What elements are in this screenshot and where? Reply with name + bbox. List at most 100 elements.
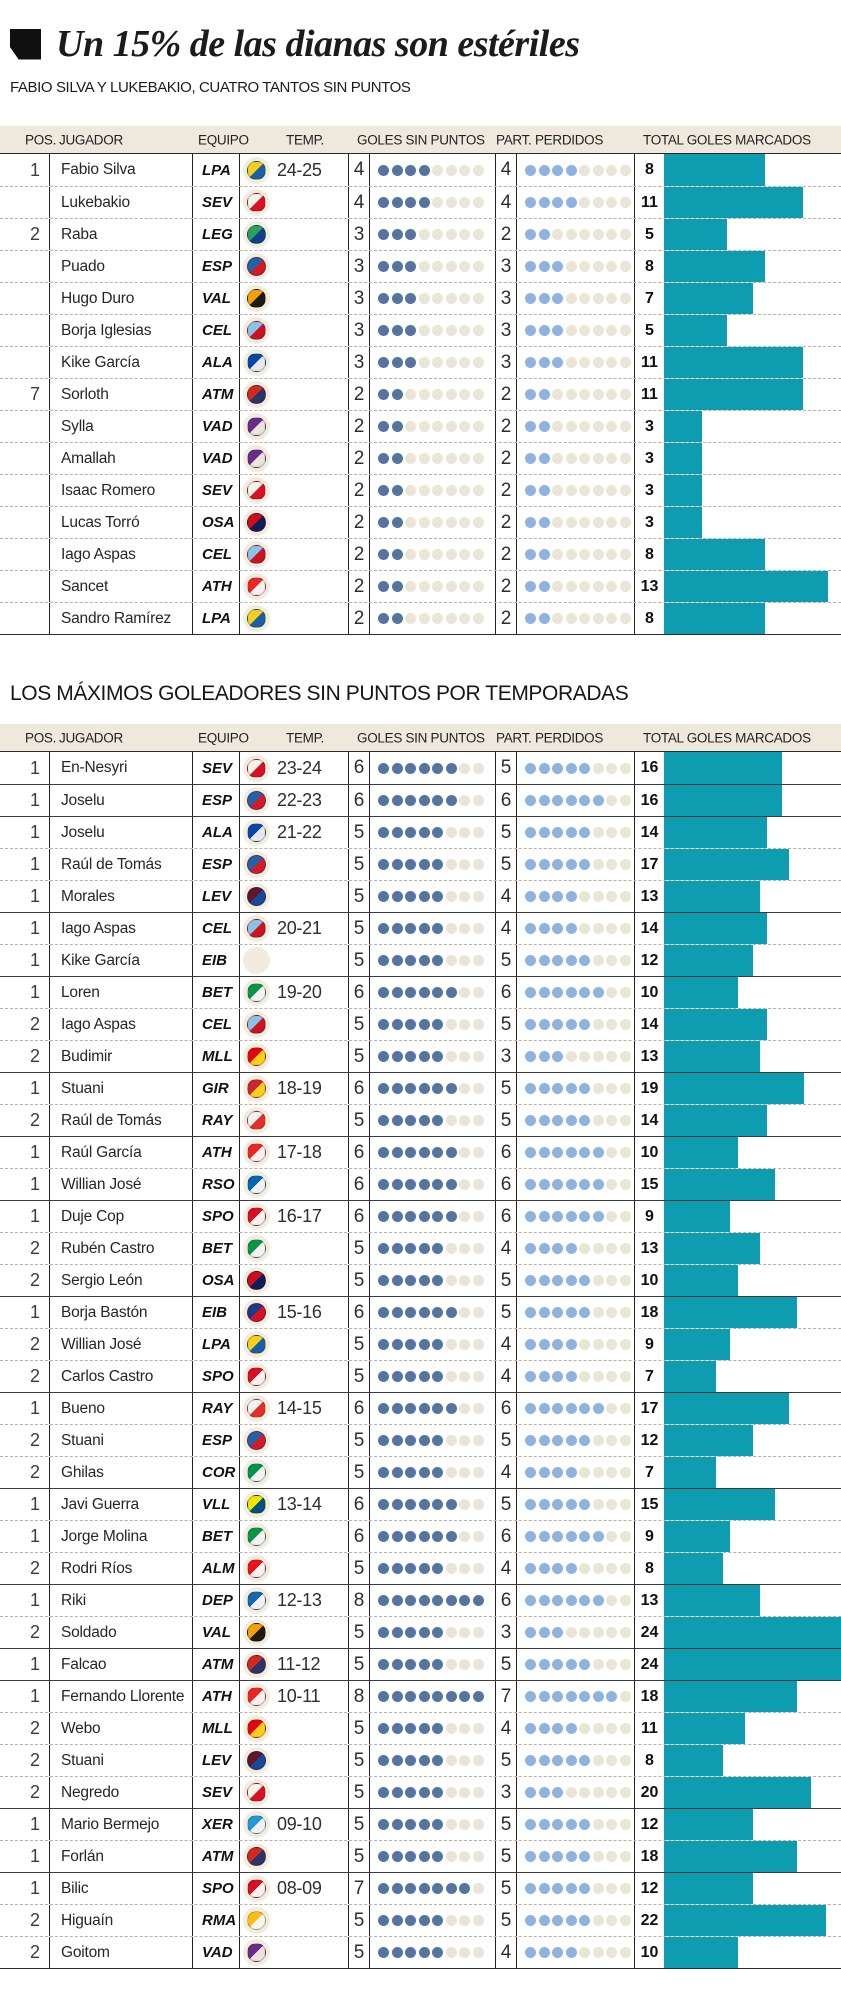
- goals-dots: [370, 1361, 496, 1392]
- dot: [418, 1819, 430, 1830]
- dot: [606, 357, 617, 368]
- total-goals-value: 15: [640, 1495, 659, 1513]
- table-row: 1 Fabio Silva LPA 24-25 4 4 8: [0, 154, 841, 186]
- total-goals-value: 7: [645, 1463, 654, 1481]
- goals-without-points-value: 5: [349, 1809, 370, 1840]
- dot: [432, 164, 443, 176]
- dot: [432, 1659, 443, 1670]
- dot: [391, 1083, 403, 1094]
- dot: [538, 229, 550, 240]
- dot: [391, 1563, 403, 1574]
- dot: [592, 1851, 604, 1862]
- missed-dots: [517, 1009, 635, 1040]
- dot: [459, 987, 470, 998]
- dot: [445, 549, 457, 560]
- matches-lost-value: 5: [496, 817, 517, 848]
- dot: [579, 1403, 590, 1414]
- page-subtitle: FABIO SILVA Y LUKEBAKIO, CUATRO TANTOS S…: [10, 79, 411, 96]
- dot: [606, 1307, 617, 1318]
- dot: [418, 1083, 430, 1094]
- total-goals-value: 10: [640, 1943, 659, 1961]
- player-name: Raúl García: [50, 1137, 193, 1168]
- total-goals-value: 8: [645, 609, 654, 627]
- table-row: 2 Raba LEG 3 2 5: [0, 218, 841, 250]
- position: 1: [0, 1201, 50, 1232]
- dot: [472, 1467, 484, 1478]
- dot: [378, 1147, 389, 1158]
- goals-dots: [370, 475, 496, 506]
- dot: [552, 357, 563, 368]
- crest-and-season: [240, 1553, 349, 1584]
- team-crest-icon: [243, 1139, 270, 1166]
- dot: [538, 1915, 550, 1926]
- dot: [472, 613, 484, 624]
- dot: [565, 1723, 577, 1734]
- dot: [552, 891, 563, 902]
- dot: [418, 1147, 430, 1158]
- dot: [579, 1755, 590, 1766]
- goals-dots: [370, 347, 496, 378]
- dot: [432, 1019, 443, 1030]
- dot: [579, 762, 590, 774]
- dot: [525, 1755, 536, 1766]
- dot: [592, 1051, 604, 1062]
- dot: [592, 1883, 604, 1894]
- dot: [592, 827, 604, 838]
- total-goals-value: 8: [645, 1751, 654, 1769]
- matches-lost-value: 5: [496, 1905, 517, 1936]
- dot: [552, 762, 563, 774]
- missed-dots: [517, 475, 635, 506]
- dot: [405, 1339, 416, 1350]
- goals-without-points-value: 5: [349, 1553, 370, 1584]
- dot: [391, 987, 403, 998]
- dot: [432, 1307, 443, 1318]
- goals-without-points-value: 5: [349, 1649, 370, 1680]
- team-crest-emblem: [247, 1271, 266, 1290]
- dot: [619, 325, 631, 336]
- dot: [565, 762, 577, 774]
- total-goals-bar: [664, 817, 768, 848]
- player-name: Higuaín: [50, 1905, 193, 1936]
- dot: [432, 197, 443, 208]
- dot: [432, 293, 443, 304]
- player-name: Rubén Castro: [50, 1233, 193, 1264]
- dot: [619, 164, 631, 176]
- dot: [606, 1755, 617, 1766]
- table-row: 1 Forlán ATM 5 5 18: [0, 1840, 841, 1872]
- matches-lost-value: 5: [496, 1489, 517, 1520]
- total-goals-bar-cell: [664, 1297, 841, 1328]
- team-abbr: VAD: [193, 443, 240, 474]
- team-crest-icon: [243, 1555, 270, 1582]
- dot: [432, 1051, 443, 1062]
- goals-dots: [370, 945, 496, 976]
- dot: [405, 1851, 416, 1862]
- dot: [525, 955, 536, 966]
- dot: [552, 1179, 563, 1190]
- dot: [606, 1083, 617, 1094]
- total-goals-value: 16: [640, 791, 659, 809]
- team-crest-icon: [243, 509, 270, 536]
- dot: [592, 261, 604, 272]
- team-crest-emblem: [247, 1655, 266, 1674]
- dot: [552, 1787, 563, 1798]
- team-abbr: CEL: [193, 315, 240, 346]
- goals-without-points-value: 2: [349, 571, 370, 602]
- dot: [606, 1147, 617, 1158]
- dot: [552, 1243, 563, 1254]
- dot: [472, 1435, 484, 1446]
- dot: [619, 1595, 631, 1606]
- dot: [619, 1787, 631, 1798]
- matches-lost-value: 5: [496, 1649, 517, 1680]
- dot: [391, 1339, 403, 1350]
- table-row: 1 Loren BET 19-20 6 6 10: [0, 976, 841, 1008]
- dot: [619, 1499, 631, 1510]
- dot: [405, 1755, 416, 1766]
- dot: [525, 1051, 536, 1062]
- dot: [445, 1915, 457, 1926]
- dot: [391, 1595, 403, 1606]
- dot: [391, 1147, 403, 1158]
- goals-dots: [370, 881, 496, 912]
- team-crest-emblem: [247, 1495, 266, 1514]
- dot: [606, 859, 617, 870]
- dot: [459, 955, 470, 966]
